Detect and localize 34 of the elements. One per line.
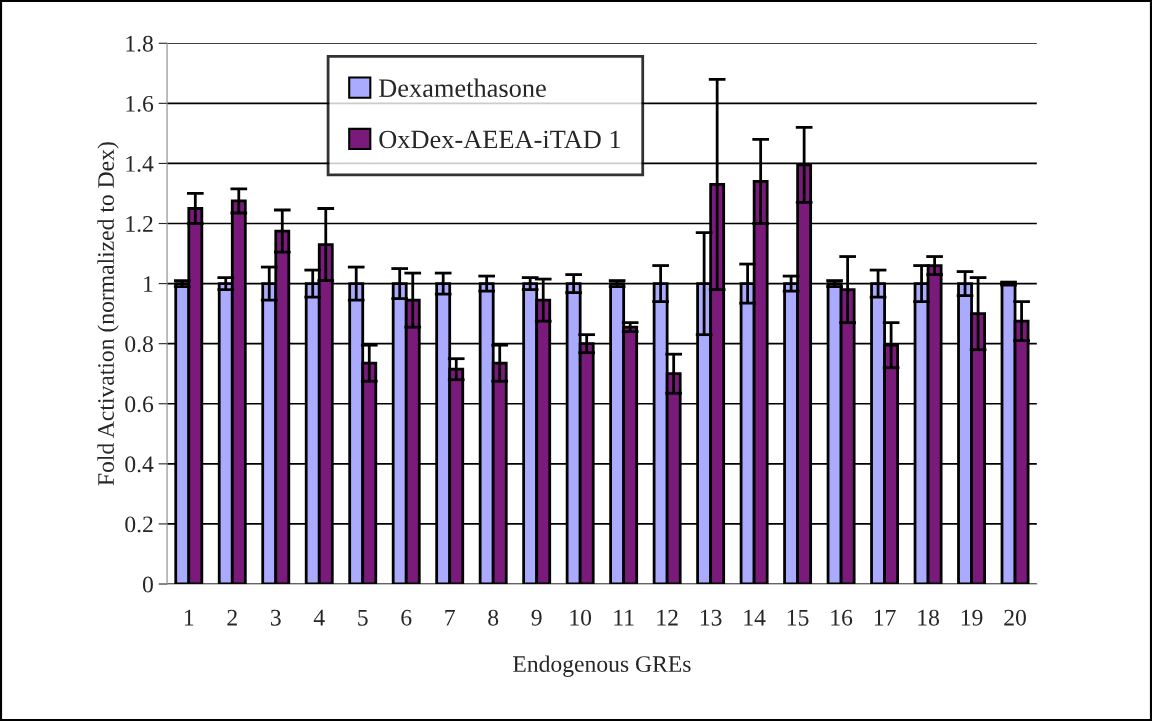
legend-label: OxDex-AEEA-iTAD 1: [379, 130, 621, 149]
y-tick-label: 1.6: [126, 95, 154, 112]
x-tick-label: 9: [531, 609, 542, 626]
x-tick-label: 15: [787, 609, 809, 626]
x-tick-label: 20: [1004, 609, 1026, 626]
y-tick-label: 1.4: [126, 156, 154, 172]
legend-label: Dexamethasone: [378, 78, 546, 98]
x-tick-label: 13: [700, 609, 722, 626]
x-tick-label: 2: [227, 609, 237, 626]
x-axis-title: Endogenous GREs: [513, 655, 691, 677]
x-tick-label: 7: [445, 609, 455, 626]
x-tick-label: 4: [313, 609, 325, 626]
x-tick-label: 8: [488, 609, 499, 626]
y-tick-label: 0.4: [125, 456, 154, 473]
y-tick-label: 0.2: [125, 516, 153, 533]
y-tick-label: 0.6: [125, 396, 154, 413]
x-tick-label: 19: [961, 609, 983, 626]
x-tick-label: 12: [657, 609, 678, 626]
x-tick-label: 16: [831, 609, 853, 626]
y-axis-title: Fold Activation (normalized to Dex): [97, 142, 119, 486]
y-tick-label: 1.2: [126, 216, 153, 233]
x-tick-label: 11: [614, 609, 634, 626]
x-tick-label: 17: [874, 609, 896, 626]
y-tick-label: 0: [142, 576, 153, 593]
x-tick-label: 1: [184, 609, 194, 626]
y-tick-label: 1.8: [126, 35, 153, 52]
x-tick-label: 3: [270, 609, 281, 626]
x-tick-label: 10: [570, 609, 592, 626]
x-tick-label: 6: [401, 609, 412, 626]
x-tick-label: 14: [744, 609, 766, 626]
y-tick-label: 1: [144, 276, 153, 292]
x-tick-label: 18: [918, 609, 939, 626]
y-tick-label: 0.8: [125, 336, 153, 353]
x-tick-label: 5: [358, 609, 368, 626]
